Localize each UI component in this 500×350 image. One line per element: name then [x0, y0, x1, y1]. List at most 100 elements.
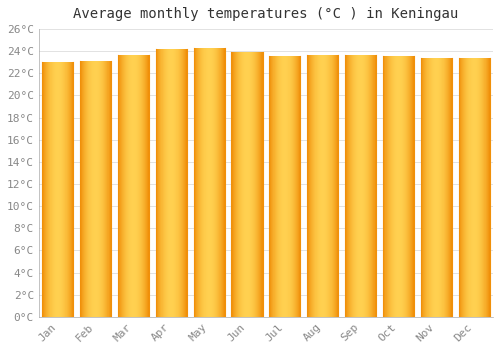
Bar	[141, 55, 142, 317]
Bar	[59, 62, 60, 317]
Bar	[132, 55, 133, 317]
Bar	[321, 55, 322, 317]
Bar	[345, 55, 346, 317]
Bar	[328, 55, 329, 317]
Bar	[403, 56, 404, 317]
Bar	[327, 55, 328, 317]
Bar	[93, 61, 94, 317]
Bar	[47, 62, 48, 317]
Bar	[186, 49, 187, 317]
Bar	[131, 55, 132, 317]
Bar	[362, 55, 363, 317]
Bar	[425, 58, 426, 317]
Bar	[137, 55, 138, 317]
Bar	[70, 62, 71, 317]
Bar	[194, 48, 195, 317]
Bar	[50, 62, 51, 317]
Bar	[307, 55, 308, 317]
Bar	[118, 55, 119, 317]
Bar	[393, 56, 394, 317]
Bar	[279, 56, 280, 317]
Bar	[446, 58, 447, 317]
Bar	[401, 56, 402, 317]
Bar	[104, 61, 105, 317]
Bar	[288, 56, 289, 317]
Bar	[125, 55, 126, 317]
Bar	[335, 55, 336, 317]
Bar	[440, 58, 441, 317]
Bar	[334, 55, 335, 317]
Bar	[236, 52, 237, 317]
Bar	[286, 56, 287, 317]
Bar	[329, 55, 330, 317]
Bar	[296, 56, 297, 317]
Bar	[445, 58, 446, 317]
Bar	[372, 55, 373, 317]
Bar	[435, 58, 436, 317]
Bar	[254, 52, 255, 317]
Bar	[178, 49, 179, 317]
Bar	[470, 58, 471, 317]
Bar	[99, 61, 100, 317]
Bar	[468, 58, 469, 317]
Bar	[360, 55, 361, 317]
Bar	[139, 55, 140, 317]
Bar	[144, 55, 145, 317]
Bar	[209, 48, 210, 317]
Bar	[404, 56, 405, 317]
Bar	[330, 55, 331, 317]
Bar	[208, 48, 209, 317]
Bar	[196, 48, 198, 317]
Bar	[423, 58, 424, 317]
Bar	[275, 56, 276, 317]
Bar	[276, 56, 277, 317]
Bar	[245, 52, 246, 317]
Bar	[293, 56, 294, 317]
Bar	[260, 52, 261, 317]
Bar	[124, 55, 125, 317]
Bar	[385, 56, 386, 317]
Bar	[109, 61, 110, 317]
Bar	[400, 56, 401, 317]
Bar	[52, 62, 53, 317]
Bar	[487, 58, 488, 317]
Bar	[295, 56, 296, 317]
Bar	[158, 49, 159, 317]
Bar	[278, 56, 279, 317]
Bar	[121, 55, 122, 317]
Bar	[143, 55, 144, 317]
Bar	[272, 56, 273, 317]
Bar	[161, 49, 162, 317]
Bar	[164, 49, 165, 317]
Bar	[371, 55, 372, 317]
Bar	[261, 52, 262, 317]
Bar	[388, 56, 389, 317]
Bar	[95, 61, 96, 317]
Bar	[148, 55, 149, 317]
Bar	[102, 61, 103, 317]
Bar	[447, 58, 448, 317]
Bar	[259, 52, 260, 317]
Bar	[408, 56, 409, 317]
Bar	[412, 56, 413, 317]
Bar	[204, 48, 205, 317]
Bar	[466, 58, 467, 317]
Bar	[373, 55, 374, 317]
Bar	[130, 55, 131, 317]
Bar	[250, 52, 251, 317]
Bar	[105, 61, 106, 317]
Bar	[233, 52, 234, 317]
Bar	[319, 55, 320, 317]
Bar	[291, 56, 292, 317]
Bar	[134, 55, 135, 317]
Bar	[65, 62, 66, 317]
Bar	[182, 49, 183, 317]
Bar	[201, 48, 202, 317]
Bar	[119, 55, 120, 317]
Bar	[352, 55, 353, 317]
Bar	[364, 55, 365, 317]
Bar	[405, 56, 406, 317]
Bar	[51, 62, 52, 317]
Bar	[160, 49, 161, 317]
Bar	[240, 52, 241, 317]
